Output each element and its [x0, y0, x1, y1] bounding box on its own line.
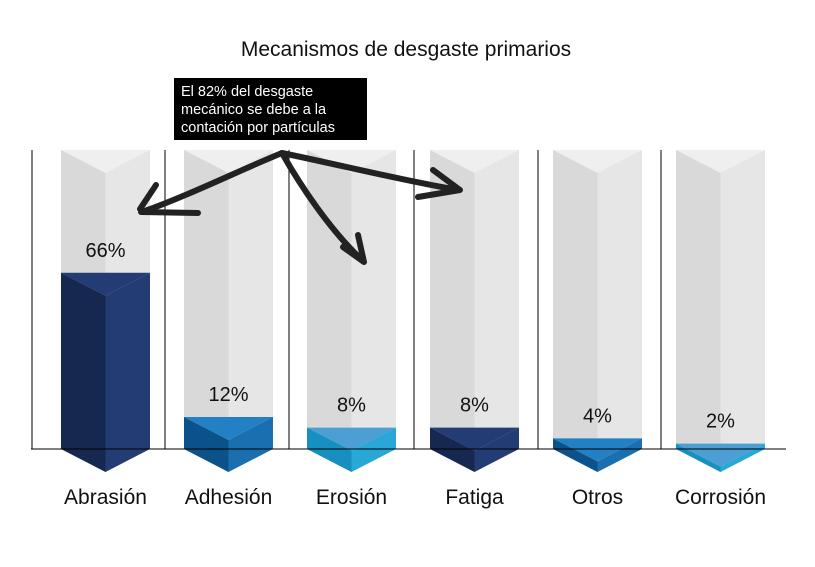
column-bg-right-adhesion — [228, 150, 273, 472]
bar-adhesion-right — [228, 416, 273, 472]
category-label-erosion: Erosión — [316, 486, 387, 509]
arrowhead-abrasion — [137, 182, 201, 216]
category-label-corrosion: Corrosión — [675, 486, 766, 509]
value-label-erosion: 8% — [337, 395, 366, 417]
chart-title: Mecanismos de desgaste primarios — [241, 38, 571, 61]
category-label-abrasion: Abrasión — [64, 486, 147, 509]
bar-erosion-cap — [307, 427, 396, 451]
bars — [61, 272, 765, 472]
value-label-adhesion: 12% — [208, 384, 248, 406]
column-bg-top-adhesion — [184, 150, 273, 173]
column-bg-top-abrasion — [61, 150, 150, 173]
arrow-to-abrasion — [139, 150, 285, 215]
category-labels: Abrasión Adhesión Erosión Fatiga Otros Corros… — [64, 486, 766, 509]
column-bg-left-fatiga — [430, 150, 475, 472]
column-bg-left-adhesion — [184, 150, 229, 472]
value-label-fatiga: 8% — [460, 395, 489, 417]
column-bg-top-erosion — [307, 150, 396, 173]
bar-otros-cap — [553, 438, 642, 462]
column-bg-top-otros — [553, 150, 642, 173]
category-label-otros: Otros — [572, 486, 623, 509]
bar-fatiga-left — [430, 427, 475, 472]
column-bg-right-fatiga — [474, 150, 519, 472]
column-bg-left-otros — [553, 150, 598, 472]
arrowhead-erosion — [340, 232, 367, 265]
bar-corrosion-right — [720, 443, 765, 472]
column-bg-left-erosion — [307, 150, 352, 472]
column-dividers — [31, 150, 662, 449]
annotation-line-2: mecánico se debe a la — [181, 102, 327, 118]
bar-fatiga-right — [474, 427, 519, 472]
value-label-corrosion: 2% — [706, 411, 735, 433]
column-bg-right-corrosion — [720, 150, 765, 472]
background-columns — [61, 150, 765, 472]
value-labels: 66% 12% 8% 8% 4% 2% — [85, 240, 735, 433]
annotation-arrows — [137, 150, 463, 265]
bar-adhesion-left — [184, 416, 229, 472]
column-bg-right-otros — [597, 150, 642, 472]
category-label-adhesion: Adhesión — [185, 486, 273, 509]
value-label-abrasion: 66% — [85, 240, 125, 262]
annotation-line-1: El 82% del desgaste — [181, 84, 313, 100]
column-bg-left-corrosion — [676, 150, 721, 472]
annotation-box — [174, 78, 367, 140]
category-label-fatiga: Fatiga — [445, 486, 504, 509]
value-label-otros: 4% — [583, 405, 612, 427]
arrowhead-fatiga — [415, 167, 463, 200]
column-bg-right-erosion — [351, 150, 396, 472]
bar-abrasion-cap — [61, 272, 150, 296]
bar-corrosion-left — [676, 443, 721, 472]
annotation-callout: El 82% del desgaste mecánico se debe a l… — [174, 78, 367, 140]
column-bg-top-corrosion — [676, 150, 765, 173]
bar-adhesion-cap — [184, 416, 273, 440]
bar-erosion-right — [351, 427, 396, 472]
bar-otros-right — [597, 438, 642, 472]
bar-erosion-left — [307, 427, 352, 472]
arrow-to-fatiga — [279, 150, 461, 193]
bar-fatiga-cap — [430, 427, 519, 451]
bar-abrasion-left — [61, 272, 106, 472]
column-bg-top-fatiga — [430, 150, 519, 173]
bar-otros-left — [553, 438, 598, 472]
annotation-line-3: contación por partículas — [181, 120, 335, 136]
bar-abrasion-right — [105, 272, 150, 472]
